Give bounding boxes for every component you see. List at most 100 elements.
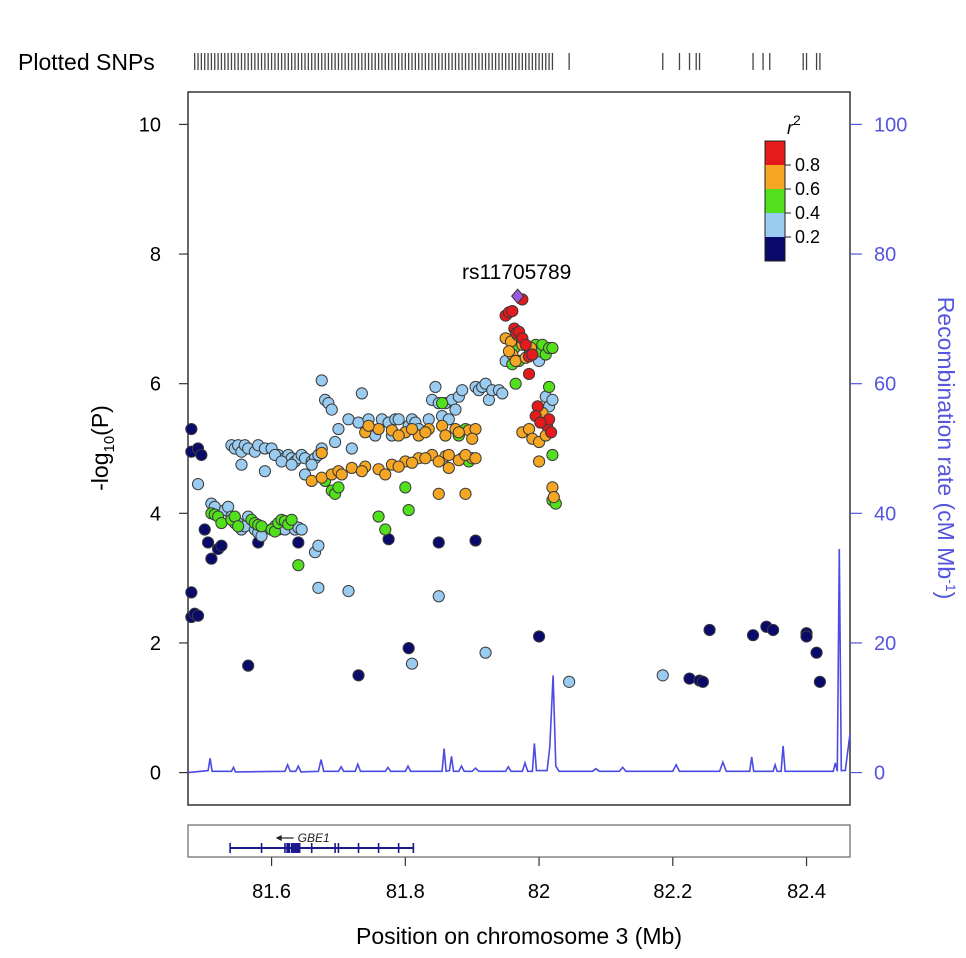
- legend-label-3: 0.2: [795, 227, 820, 247]
- legend-label-2: 0.4: [795, 203, 820, 223]
- snp-point-2-24: [379, 523, 392, 536]
- snp-point-3-103: [405, 657, 419, 670]
- snp-point-1-62: [442, 461, 455, 475]
- snp-point-4-8: [215, 539, 228, 552]
- snp-point-3-79: [429, 380, 442, 394]
- snp-point-4-6: [205, 552, 218, 565]
- snp-point-1-39: [439, 429, 452, 442]
- y2-axis-title: Recombination rate (cM Mb-1): [933, 297, 959, 600]
- legend-label-1: 0.6: [795, 179, 820, 199]
- snp-point-2-17: [285, 513, 298, 526]
- x-axis: 81.6 81.8 82 82.2 82.4: [252, 857, 826, 903]
- snp-point-2-27: [436, 397, 449, 410]
- snp-point-1-0: [305, 474, 318, 488]
- snp-point-4-17: [191, 609, 205, 622]
- snp-point-4-21: [532, 630, 546, 643]
- snp-point-3-44: [235, 458, 248, 471]
- snp-point-3-100: [546, 393, 559, 406]
- gene-track-frame: [187, 824, 851, 858]
- snp-point-3-57: [325, 403, 338, 416]
- snp-point-0-8: [519, 338, 532, 351]
- legend-swatch-2: [765, 189, 785, 213]
- snp-point-1-15: [335, 468, 348, 481]
- snp-point-1-23: [459, 448, 472, 462]
- snp-point-0-10: [526, 348, 539, 361]
- snp-point-4-25: [703, 623, 716, 637]
- snp-point-4-18: [242, 659, 255, 672]
- snp-point-3-61: [352, 416, 365, 429]
- snp-point-1-21: [432, 455, 445, 468]
- y-tick-label-0: 0: [150, 763, 161, 785]
- y2-axis-title-sup: -1: [943, 579, 959, 592]
- snp-point-2-10: [255, 520, 268, 533]
- rug-label: Plotted SNPs: [18, 49, 155, 75]
- snp-point-1-60: [532, 455, 546, 468]
- y2-tick-label-2: 40: [874, 503, 896, 525]
- snp-point-4-10: [292, 536, 305, 549]
- snp-point-0-2: [506, 304, 519, 318]
- snp-point-1-61: [432, 487, 445, 500]
- y2-tick-label-0: 0: [874, 763, 885, 785]
- recombination-rate-line: [187, 548, 851, 774]
- gene-track: GBE1: [229, 831, 415, 853]
- snp-point-1-47: [502, 345, 516, 358]
- snp-point-3-50: [305, 458, 318, 471]
- snp-point-4-4: [198, 523, 211, 536]
- y-tick-label-1: 2: [150, 633, 161, 655]
- y-axis-right: 0 20 40 60 80 100: [850, 114, 907, 785]
- y2-axis-title-tail: ): [933, 592, 959, 600]
- snp-point-3-71: [392, 413, 405, 426]
- snp-point-3-62: [355, 387, 368, 400]
- gene-name-label: GBE1: [298, 831, 330, 845]
- y-axis-title-tail: (P): [87, 405, 113, 436]
- snp-point-3-54: [315, 374, 328, 387]
- snp-point-1-22: [442, 448, 455, 462]
- legend-label-0: 0.8: [795, 155, 820, 175]
- lead-snp-label: rs11705789: [462, 261, 571, 284]
- snp-point-4-19: [352, 669, 365, 682]
- y-axis-title-main: -log: [87, 453, 113, 491]
- snp-point-4-14: [185, 586, 198, 599]
- snp-point-4-13: [469, 534, 482, 547]
- snp-point-4-12: [432, 536, 445, 549]
- snp-point-4-3: [195, 448, 208, 462]
- snp-point-1-1: [315, 471, 328, 484]
- snp-point-0-11: [522, 367, 536, 381]
- snp-point-1-35: [362, 419, 375, 432]
- snp-point-4-26: [746, 629, 760, 642]
- y-axis-title-sub: 10: [101, 436, 118, 453]
- snp-point-3-101: [342, 585, 355, 598]
- x-axis-title: Position on chromosome 3 (Mb): [356, 923, 682, 949]
- snp-point-3-59: [329, 435, 342, 449]
- snp-point-4-0: [185, 422, 198, 436]
- snp-point-1-63: [459, 487, 472, 500]
- snp-point-3-104: [479, 646, 492, 659]
- snp-point-2-34: [509, 377, 522, 390]
- plot-frame: [187, 91, 851, 806]
- snp-point-1-19: [405, 456, 419, 469]
- x-tick-label-1: 81.8: [386, 881, 425, 903]
- snp-point-4-20: [402, 642, 415, 655]
- snp-point-2-44: [542, 380, 556, 394]
- snp-point-4-5: [201, 536, 215, 549]
- plotted-snps-rug: Plotted SNPs: [18, 49, 821, 75]
- y2-tick-label-5: 100: [874, 114, 907, 136]
- x-tick-label-3: 82.2: [653, 881, 692, 903]
- snp-point-1-16: [355, 465, 368, 478]
- snp-point-2-45: [546, 448, 559, 462]
- snp-point-3-45: [258, 465, 271, 478]
- snp-point-1-36: [392, 429, 405, 442]
- y2-tick-label-4: 80: [874, 244, 896, 266]
- snp-point-0-16: [544, 426, 558, 439]
- snp-point-3-102: [432, 590, 445, 603]
- snp-point-2-26: [402, 503, 415, 517]
- legend-swatch-4: [765, 237, 785, 261]
- y-axis-title: -log10(P): [87, 405, 118, 491]
- snp-point-1-26: [372, 422, 385, 436]
- snp-point-4-31: [810, 646, 823, 659]
- snp-point-3-48: [285, 458, 298, 471]
- legend-swatch-3: [765, 213, 785, 237]
- snp-point-3-63: [345, 442, 358, 455]
- snp-point-1-48: [509, 354, 522, 368]
- x-tick-label-2: 82: [528, 881, 550, 903]
